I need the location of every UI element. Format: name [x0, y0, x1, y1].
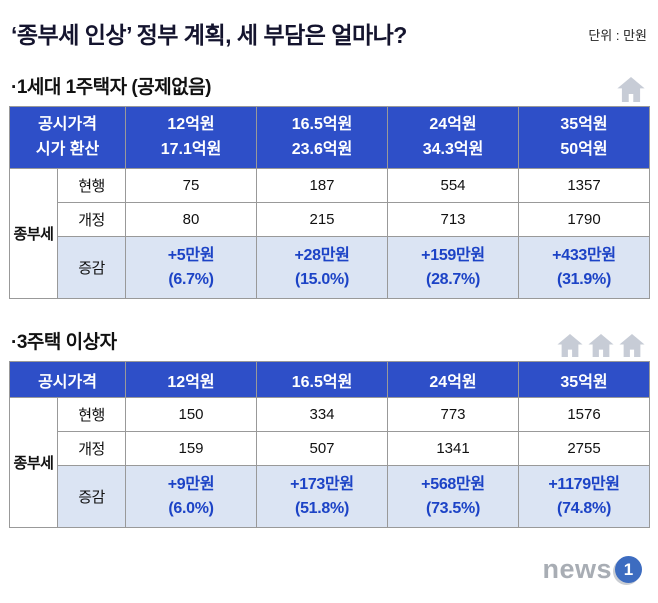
- official-price-label: 35억원: [560, 115, 608, 133]
- change-amount: +1179만원: [548, 475, 620, 493]
- table-row-revised: 개정 80 215 713 1790: [10, 202, 651, 237]
- row-label-revised: 개정: [56, 202, 127, 237]
- row-label-change: 증감: [56, 465, 127, 528]
- change-percent: (6.7%): [168, 270, 214, 288]
- value-cell: 507: [256, 431, 389, 466]
- page-title: ‘종부세 인상’ 정부 계획, 세 부담은 얼마나?: [11, 22, 407, 48]
- row-label-change: 증감: [56, 236, 127, 299]
- value-cell: 2755: [518, 431, 651, 466]
- logo-badge: 1: [615, 556, 642, 583]
- logo-text: news: [542, 554, 612, 584]
- value-cell: 150: [125, 397, 258, 432]
- change-cell: +9만원 (6.0%): [125, 465, 258, 528]
- market-price-label: 34.3억원: [422, 140, 484, 158]
- change-cell: +173만원 (51.8%): [256, 465, 389, 528]
- unit-label: 단위 : 만원: [588, 28, 647, 43]
- change-cell: +28만원 (15.0%): [256, 236, 389, 299]
- column-header: 12억원: [125, 361, 258, 398]
- house-icon: [588, 334, 614, 357]
- value-cell: 334: [256, 397, 389, 432]
- column-header: 24억원: [387, 361, 520, 398]
- row-group-label: 종부세: [9, 168, 58, 299]
- section-2-label: ·3주택 이상자: [11, 332, 117, 353]
- value-cell: 1357: [518, 168, 651, 203]
- change-percent: (28.7%): [426, 270, 480, 288]
- change-cell: +433만원 (31.9%): [518, 236, 651, 299]
- column-header: 16.5억원 23.6억원: [256, 106, 389, 169]
- topbar: ‘종부세 인상’ 정부 계획, 세 부담은 얼마나? 단위 : 만원: [9, 16, 649, 50]
- official-price-label: 16.5억원: [291, 115, 353, 133]
- corner-header: 공시가격: [8, 361, 127, 398]
- change-cell: +159만원 (28.7%): [387, 236, 520, 299]
- value-cell: 75: [125, 168, 258, 203]
- value-cell: 187: [256, 168, 389, 203]
- change-amount: +9만원: [167, 475, 215, 493]
- section-1-header: ·1세대 1주택자 (공제없음): [9, 72, 649, 102]
- value-cell: 713: [387, 202, 520, 237]
- footer: news 1: [542, 554, 642, 585]
- change-percent: (31.9%): [557, 270, 611, 288]
- value-cell: 159: [125, 431, 258, 466]
- corner-header: 공시가격 시가 환산: [8, 106, 127, 169]
- change-cell: +1179만원 (74.8%): [518, 465, 651, 528]
- tax-table-single-owner: 공시가격 시가 환산 12억원 17.1억원 16.5억원 23.6억원 24억…: [8, 106, 651, 299]
- change-amount: +5만원: [167, 246, 215, 264]
- row-label-current: 현행: [56, 168, 127, 203]
- column-header: 35억원: [518, 361, 651, 398]
- change-percent: (73.5%): [426, 499, 480, 517]
- house-icon: [617, 77, 645, 102]
- value-cell: 773: [387, 397, 520, 432]
- value-cell: 554: [387, 168, 520, 203]
- column-header: 35억원 50억원: [518, 106, 651, 169]
- change-percent: (15.0%): [295, 270, 349, 288]
- row-label-current: 현행: [56, 397, 127, 432]
- section-1-label: ·1세대 1주택자 (공제없음): [11, 77, 212, 98]
- tax-table-multi-owner: 공시가격 12억원 16.5억원 24억원 35억원 종부세 현행 150 33…: [8, 361, 651, 528]
- value-cell: 215: [256, 202, 389, 237]
- change-amount: +433만원: [552, 246, 616, 264]
- official-price-label: 12억원: [167, 115, 215, 133]
- change-percent: (6.0%): [168, 499, 214, 517]
- column-header: 24억원 34.3억원: [387, 106, 520, 169]
- row-label-revised: 개정: [56, 431, 127, 466]
- change-amount: +173만원: [290, 475, 354, 493]
- change-cell: +5만원 (6.7%): [125, 236, 258, 299]
- change-amount: +159만원: [421, 246, 485, 264]
- row-group-label: 종부세: [9, 397, 58, 528]
- change-percent: (51.8%): [295, 499, 349, 517]
- section-2-header: ·3주택 이상자: [9, 327, 649, 357]
- table-row-revised: 개정 159 507 1341 2755: [10, 431, 651, 466]
- house-icon: [619, 334, 645, 357]
- table-row-current: 종부세 현행 75 187 554 1357: [9, 168, 651, 299]
- change-cell: +568만원 (73.5%): [387, 465, 520, 528]
- table-row-current: 종부세 현행 150 334 773 1576: [9, 397, 651, 528]
- change-amount: +568만원: [421, 475, 485, 493]
- value-cell: 1790: [518, 202, 651, 237]
- table-header-row: 공시가격 12억원 16.5억원 24억원 35억원: [8, 361, 651, 398]
- section-2-house-icons: [557, 334, 645, 357]
- change-percent: (74.8%): [557, 499, 611, 517]
- table-row-change: 증감 +9만원 (6.0%) +173만원 (51.8%) +568만원 (73…: [10, 465, 651, 528]
- official-price-label: 24억원: [429, 115, 477, 133]
- value-cell: 1576: [518, 397, 651, 432]
- table-header-row: 공시가격 시가 환산 12억원 17.1억원 16.5억원 23.6억원 24억…: [8, 106, 651, 169]
- corner-line2: 시가 환산: [35, 140, 100, 158]
- news1-logo: news 1: [542, 554, 642, 585]
- market-price-label: 23.6억원: [291, 140, 353, 158]
- value-cell: 1341: [387, 431, 520, 466]
- column-header: 16.5억원: [256, 361, 389, 398]
- value-cell: 80: [125, 202, 258, 237]
- section-1-house-icons: [617, 77, 645, 102]
- table-row-change: 증감 +5만원 (6.7%) +28만원 (15.0%) +159만원 (28.…: [10, 236, 651, 299]
- market-price-label: 50억원: [560, 140, 608, 158]
- change-amount: +28만원: [294, 246, 350, 264]
- column-header: 12억원 17.1억원: [125, 106, 258, 169]
- house-icon: [557, 334, 583, 357]
- corner-line1: 공시가격: [38, 115, 97, 133]
- market-price-label: 17.1억원: [160, 140, 222, 158]
